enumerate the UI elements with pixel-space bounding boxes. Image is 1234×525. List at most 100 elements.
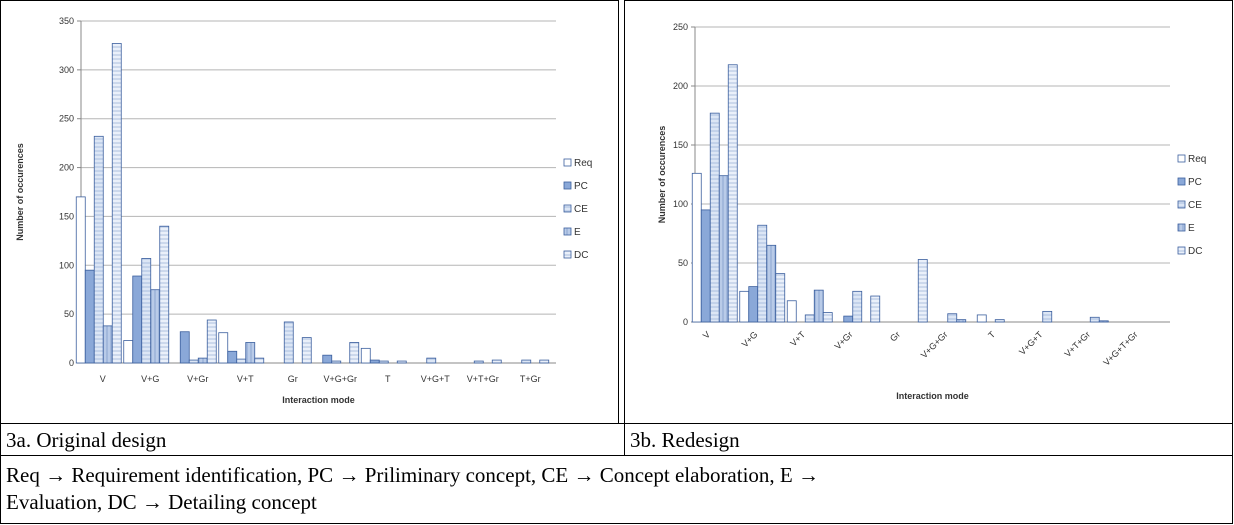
bar-ce	[1089, 316, 1100, 323]
bar-req	[360, 347, 371, 364]
x-axis-title: Interaction mode	[282, 395, 355, 405]
caption-redesign: 3b. Redesign	[624, 423, 1233, 456]
bar-ce	[473, 360, 484, 364]
legend-swatch-ce	[1177, 200, 1186, 209]
chart-cell-original: 0 50 100 150 200 250 300 350 V V+G V+Gr V+T Gr V+G+Gr…	[0, 0, 619, 424]
y-tick-label: 150	[673, 140, 688, 150]
y-tick-label: 250	[673, 22, 688, 32]
x-tick-label: V	[701, 329, 712, 340]
bar-req	[218, 332, 229, 364]
bar-req	[75, 196, 86, 364]
x-tick-label: Gr	[288, 374, 298, 384]
bar-e	[766, 244, 777, 323]
y-tick-label: 200	[673, 81, 688, 91]
x-tick-label: T	[385, 374, 391, 384]
bar-pc	[748, 286, 759, 323]
bar-req	[123, 340, 134, 364]
x-tick-label: V+T+Gr	[467, 374, 499, 384]
y-tick-label: 50	[678, 258, 688, 268]
bar-pc	[369, 359, 380, 364]
y-tick-label: 250	[59, 114, 74, 124]
legend-label-pc: PC	[1188, 177, 1202, 188]
x-tick-label: V+G+T+Gr	[1101, 329, 1139, 367]
bar-dc	[870, 295, 881, 323]
bar-dc	[775, 273, 786, 323]
bar-pc	[84, 269, 95, 364]
bar-dc	[917, 259, 928, 323]
bar-ce	[283, 321, 294, 364]
bar-e	[956, 319, 967, 323]
y-tick-label: 150	[59, 211, 74, 221]
x-tick-label: V+T	[788, 329, 807, 348]
bar-ce	[188, 359, 199, 364]
x-tick-label: V+G+Gr	[919, 329, 950, 360]
bar-pc	[700, 209, 711, 323]
bar-req	[786, 300, 797, 323]
y-tick-label: 300	[59, 65, 74, 75]
bar-ce	[141, 258, 152, 364]
bar-pc	[132, 275, 143, 364]
caption-original: 3a. Original design	[0, 423, 625, 456]
bar-req	[739, 290, 750, 323]
y-tick-label: 350	[59, 16, 74, 26]
bar-e	[197, 357, 208, 364]
bar-dc	[727, 64, 738, 323]
x-tick-label: V+Gr	[833, 329, 855, 351]
y-axis-title: Number of occurences	[15, 143, 25, 241]
bar-ce	[804, 314, 815, 323]
bar-e	[245, 342, 256, 364]
x-tick-label: V+G+Gr	[323, 374, 357, 384]
legend-label-req: Req	[574, 158, 592, 169]
y-tick-label: 50	[64, 309, 74, 319]
legend-label-ce: CE	[1188, 200, 1202, 211]
y-tick-label: 200	[59, 163, 74, 173]
x-tick-label: V+T+Gr	[1062, 329, 1092, 359]
legend-swatch-e	[563, 227, 572, 236]
bar-ce	[236, 358, 247, 364]
bar-ce	[994, 319, 1005, 323]
y-tick-label: 0	[683, 317, 688, 327]
y-tick-label: 100	[673, 199, 688, 209]
bar-ce	[1042, 310, 1053, 323]
bar-ce	[426, 357, 437, 364]
bar-dc	[491, 359, 502, 364]
legend-label-e: E	[574, 227, 581, 238]
legend-swatch-dc	[563, 250, 572, 259]
chart-redesign: 0 50 100 150 200 250 V V+G V+T V+Gr Gr V+G+Gr T V+G+T…	[657, 22, 1206, 401]
note-line-1: Req → Requirement identification, PC → P…	[6, 463, 820, 487]
abbreviation-note: Req → Requirement identification, PC → P…	[0, 455, 1233, 524]
bar-req	[691, 172, 702, 323]
legend-swatch-req	[563, 158, 572, 167]
x-tick-label: T+Gr	[520, 374, 541, 384]
legend-swatch-dc	[1177, 246, 1186, 255]
x-tick-label: V+G	[141, 374, 159, 384]
bar-ce	[947, 313, 958, 323]
bar-pc	[322, 354, 333, 364]
x-tick-label: V+G+T	[421, 374, 451, 384]
x-tick-label: T	[986, 329, 997, 340]
bar-dc	[396, 360, 407, 364]
x-tick-label: V+G	[740, 329, 760, 349]
legend-label-e: E	[1188, 223, 1195, 234]
bar-pc	[843, 315, 854, 323]
note-line-2: Evaluation, DC → Detailing concept	[6, 490, 317, 514]
bar-e	[150, 289, 161, 364]
bar-pc	[227, 350, 238, 364]
x-tick-label: Gr	[888, 329, 902, 343]
legend-label-pc: PC	[574, 181, 588, 192]
chart-original-design: 0 50 100 150 200 250 300 350 V V+G V+Gr V+T Gr V+G+Gr…	[15, 16, 592, 405]
x-tick-label: V+T	[237, 374, 254, 384]
bar-ce	[331, 360, 342, 364]
legend-label-dc: DC	[574, 250, 588, 261]
x-tick-label: V+Gr	[187, 374, 208, 384]
bar-e	[718, 175, 729, 323]
legend-label-req: Req	[1188, 154, 1206, 165]
bar-e	[102, 325, 113, 364]
bar-e	[1098, 320, 1109, 323]
bar-req	[976, 314, 987, 323]
legend-swatch-pc	[1177, 177, 1186, 186]
bar-dc	[111, 43, 122, 364]
bar-dc	[206, 319, 217, 364]
x-tick-label: V	[100, 374, 106, 384]
